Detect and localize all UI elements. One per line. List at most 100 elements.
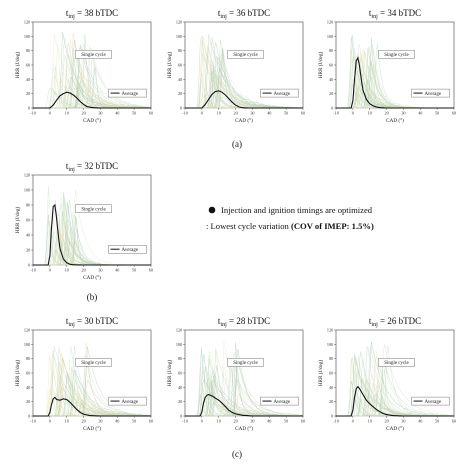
y-tick-label: 20 (178, 91, 182, 96)
chart-panel-5: tinj = 30 bTDC-10 0 10 20 30 40 50 600204060801… (14, 316, 153, 432)
y-tick-label: 20 (26, 248, 30, 253)
chart-title-sub: inj (220, 322, 227, 328)
x-tick-label: 60 (452, 111, 456, 116)
y-tick-label: 60 (26, 63, 30, 68)
y-tick-label: 60 (26, 371, 30, 376)
chart-panel-4: tinj = 32 bTDC-10 0 10 20 30 40 50 600204060801… (14, 161, 153, 281)
y-tick-label: 100 (176, 34, 182, 39)
y-tick-label: 0 (180, 106, 182, 111)
y-tick-label: 20 (329, 91, 333, 96)
x-tick-label: 10 (65, 268, 69, 273)
y-tick-label: 40 (26, 385, 30, 390)
x-axis-label: CAD (°) (83, 425, 101, 432)
x-tick-label: 20 (233, 111, 237, 116)
caption-c: (c) (232, 449, 242, 459)
chart-title: tinj = 34 bTDC (369, 8, 421, 20)
x-tick-label: 20 (81, 419, 85, 424)
chart-title-suffix: = 36 bTDC (227, 8, 270, 18)
note-line-2-bold: (COV of IMEP: 1.5%) (291, 221, 374, 231)
chart-title: tinj = 26 bTDC (369, 316, 421, 328)
chart-title-suffix: = 30 bTDC (75, 316, 118, 326)
x-tick-label: 10 (65, 419, 69, 424)
note-line-2-prefix: : Lowest cycle variation (206, 221, 291, 231)
x-tick-label: 40 (418, 111, 422, 116)
x-tick-label: 10 (65, 111, 69, 116)
y-tick-label: 60 (329, 63, 333, 68)
x-tick-label: 20 (384, 111, 388, 116)
x-tick-label: 10 (217, 111, 221, 116)
x-tick-label: 0 (201, 111, 203, 116)
average-curve (33, 396, 151, 417)
legend-single-cycle-label: Single cycle (384, 361, 409, 366)
average-curve (33, 203, 151, 266)
chart-title-sub: inj (371, 322, 378, 328)
y-tick-label: 0 (28, 263, 30, 268)
legend-single-cycle-box (75, 50, 112, 59)
x-tick-label: 30 (401, 111, 405, 116)
y-tick-label: 80 (178, 356, 182, 361)
x-axis-label: CAD (°) (235, 117, 253, 124)
y-tick-label: 40 (26, 233, 30, 238)
x-tick-label: 20 (384, 419, 388, 424)
x-tick-label: 10 (368, 419, 372, 424)
legend-single-cycle-label: Single cycle (81, 53, 106, 58)
chart-title-sub: inj (68, 14, 75, 20)
x-tick-label: 0 (49, 419, 51, 424)
y-tick-label: 80 (26, 48, 30, 53)
legend-single-cycle-box (75, 204, 112, 213)
x-tick-label: 60 (452, 419, 456, 424)
legend-average-label: Average (274, 400, 291, 405)
chart-panel-7: tinj = 26 bTDC-10 0 10 20 30 40 50 600204060801… (317, 316, 456, 432)
chart-title-suffix: = 28 bTDC (227, 316, 270, 326)
x-tick-label: -10 (30, 419, 36, 424)
y-tick-label: 120 (176, 20, 182, 25)
legend-single-cycle-box (227, 50, 264, 59)
y-tick-label: 0 (28, 106, 30, 111)
chart-title: tinj = 32 bTDC (66, 161, 118, 173)
y-tick-label: 60 (178, 63, 182, 68)
legend-single-cycle-label: Single cycle (81, 207, 106, 212)
chart-title: tinj = 38 bTDC (66, 8, 118, 20)
legend-single-cycle-box (75, 358, 112, 367)
chart-title-prefix: t (369, 8, 372, 18)
x-axis-label: CAD (°) (386, 117, 404, 124)
legend-single-cycle-label: Single cycle (384, 53, 409, 58)
x-tick-label: 10 (217, 419, 221, 424)
legend-average-label: Average (122, 248, 139, 253)
y-tick-label: 80 (26, 203, 30, 208)
chart-panel-6: tinj = 28 bTDC-10 0 10 20 30 40 50 600204060801… (166, 316, 305, 432)
chart-title-prefix: t (369, 316, 372, 326)
y-axis-label: HRR (J/deg) (14, 52, 21, 79)
y-axis-label: HRR (J/deg) (14, 360, 21, 387)
single-cycle-trace (185, 358, 302, 417)
chart-title: tinj = 36 bTDC (218, 8, 270, 20)
x-tick-label: 40 (115, 419, 119, 424)
y-tick-label: 80 (178, 48, 182, 53)
average-curve (336, 385, 454, 417)
y-tick-label: 100 (24, 342, 30, 347)
legend-average-box (108, 244, 147, 254)
y-tick-label: 100 (24, 34, 30, 39)
x-tick-label: 30 (98, 111, 102, 116)
y-tick-label: 60 (178, 371, 182, 376)
chart-panels: tinj = 38 bTDC-10 0 10 20 30 40 50 600204060801… (14, 8, 456, 432)
chart-title-sub: inj (68, 322, 75, 328)
y-tick-label: 0 (180, 414, 182, 419)
x-tick-label: 40 (267, 419, 271, 424)
note-bullet (208, 206, 216, 214)
x-tick-label: 60 (149, 419, 153, 424)
x-tick-label: 60 (301, 419, 305, 424)
x-tick-label: -10 (333, 111, 339, 116)
y-tick-label: 120 (327, 328, 333, 333)
x-axis-label: CAD (°) (386, 425, 404, 432)
y-tick-label: 100 (24, 188, 30, 193)
x-tick-label: -10 (333, 419, 339, 424)
average-curve (336, 56, 454, 109)
note-line-2: : Lowest cycle variation (COV of IMEP: 1… (206, 221, 374, 231)
x-tick-label: 0 (49, 268, 51, 273)
x-tick-label: -10 (182, 111, 188, 116)
y-tick-label: 100 (327, 342, 333, 347)
x-tick-label: -10 (182, 419, 188, 424)
y-tick-label: 80 (26, 356, 30, 361)
